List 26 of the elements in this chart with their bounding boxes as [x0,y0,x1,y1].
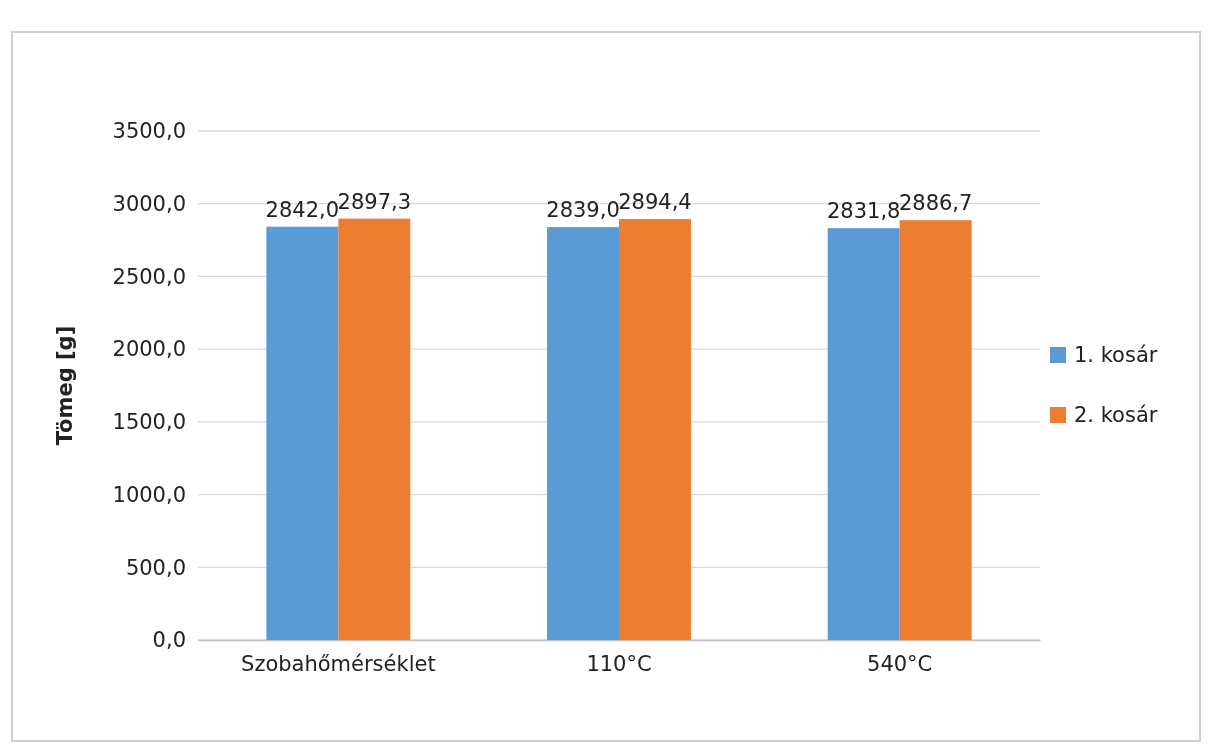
y-tick-label: 2000,0 [112,337,186,362]
y-tick-label: 0,0 [152,628,186,653]
bar [827,228,900,640]
data-label: 2831,8 [826,199,901,224]
bar [547,227,619,640]
bar [338,218,411,640]
legend-label: 2. kosár [1074,403,1158,428]
bar [619,219,691,640]
bar [899,220,972,640]
y-tick-label: 500,0 [125,555,186,580]
y-tick-label: 2500,0 [112,264,186,289]
y-tick-label: 1500,0 [112,410,186,435]
x-tick-label: 110°C [586,651,652,676]
data-label: 2842,0 [265,197,340,222]
legend-label: 1. kosár [1074,343,1158,368]
x-tick-label: Szobahőmérséklet [241,651,436,676]
bar [266,226,339,640]
y-axis-title: Tömeg [g] [53,325,77,446]
y-tick-label: 3500,0 [112,119,186,144]
y-tick-label: 3000,0 [112,191,186,216]
y-tick-label: 1000,0 [112,482,186,507]
data-label: 2886,7 [898,191,973,216]
data-label: 2897,3 [337,189,412,214]
x-tick-label: 540°C [867,651,933,676]
data-label: 2894,4 [618,190,692,215]
data-label: 2839,0 [546,198,620,223]
